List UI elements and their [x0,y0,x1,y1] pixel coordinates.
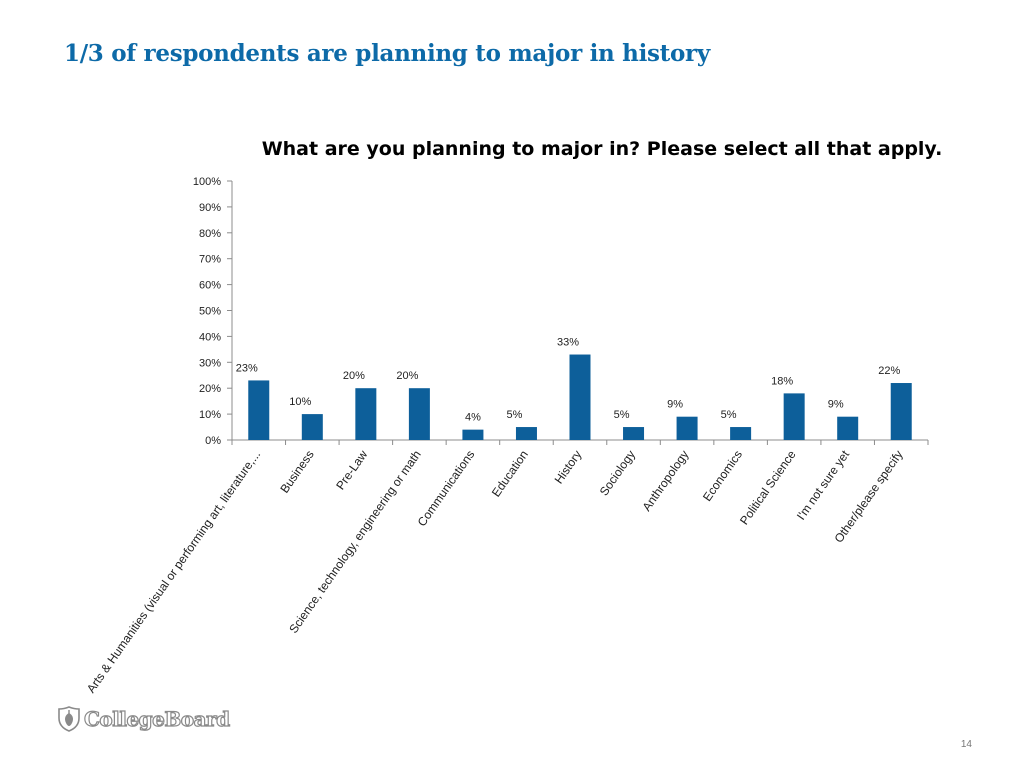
y-tick-label: 80% [199,228,221,240]
chart-title: What are you planning to major in? Pleas… [262,138,943,160]
page-number: 14 [960,739,972,750]
category-label: Political Science [737,447,799,527]
data-label: 5% [507,409,523,421]
category-label: History [552,448,585,487]
y-tick-label: 100% [193,176,221,188]
category-label: Sociology [597,448,638,499]
data-label: 9% [667,399,683,411]
data-label: 22% [878,365,900,377]
y-tick-label: 30% [199,357,221,369]
y-tick-label: 0% [205,435,221,447]
bar [730,427,752,440]
data-label: 23% [236,362,258,374]
y-tick-label: 90% [199,202,221,214]
bar [783,393,805,440]
category-label: Communications [415,448,478,529]
category-label: Education [489,448,531,500]
logo-text: CollegeBoard [83,706,230,731]
data-label: 20% [343,370,365,382]
bar [462,429,484,440]
bar [623,427,645,440]
y-tick-label: 20% [199,383,221,395]
data-label: 20% [396,370,418,382]
bar [515,427,537,440]
data-label: 10% [289,396,311,408]
bar [355,388,377,440]
category-label: Anthropology [640,448,692,514]
bar [408,388,430,440]
y-tick-label: 70% [199,254,221,266]
y-tick-label: 60% [199,280,221,292]
bar [248,380,270,440]
y-tick-label: 10% [199,409,221,421]
acorn-shield-icon [58,706,80,732]
data-label: 4% [465,412,481,424]
y-tick-label: 50% [199,306,221,318]
bar [890,383,912,440]
data-label: 33% [557,337,579,349]
category-label: Business [277,448,316,496]
bar [569,354,591,440]
bar [301,414,323,440]
data-label: 18% [771,375,793,387]
data-label: 9% [828,399,844,411]
bar-chart: What are you planning to major in? Pleas… [84,138,943,696]
category-label: Pre-Law [333,447,370,492]
y-tick-label: 40% [199,331,221,343]
slide-title: 1/3 of respondents are planning to major… [64,40,710,67]
bar [676,416,698,440]
category-label: Economics [700,448,745,504]
data-label: 5% [614,409,630,421]
college-board-logo: CollegeBoard [58,706,231,732]
bar [837,416,859,440]
category-label: I'm not sure yet [794,447,853,522]
category-label: Arts & Humanities (visual or performing … [84,448,263,696]
data-label: 5% [721,409,737,421]
